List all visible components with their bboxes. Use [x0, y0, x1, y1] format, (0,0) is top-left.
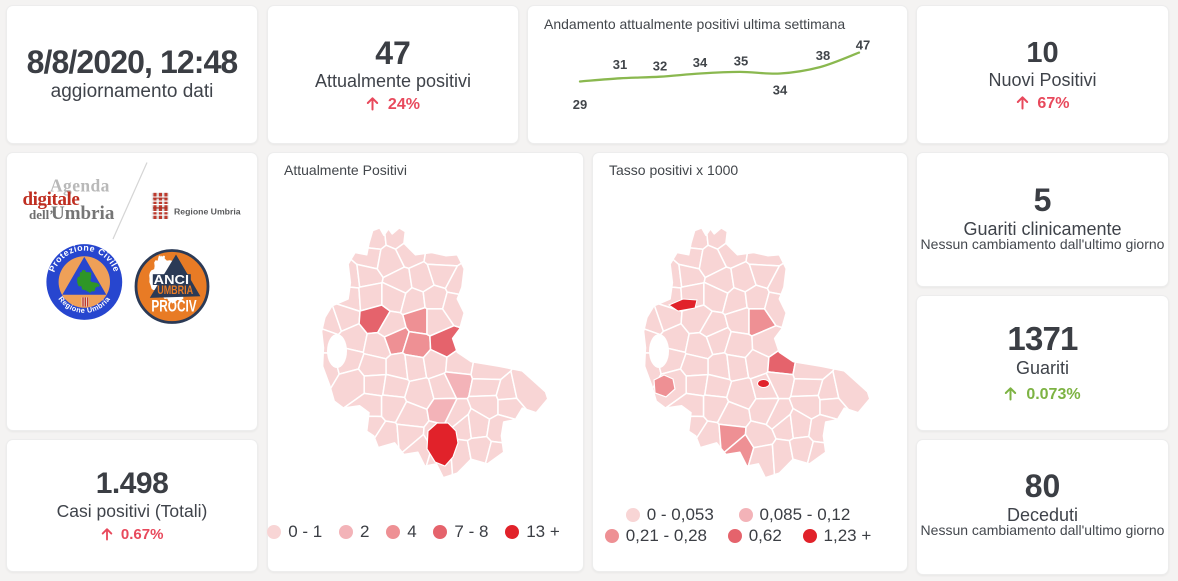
svg-text:38: 38: [816, 48, 830, 63]
svg-text:34: 34: [773, 82, 788, 97]
svg-text:ANCI: ANCI: [154, 272, 189, 287]
svg-text:34: 34: [693, 55, 708, 70]
svg-text:dell’: dell’: [29, 207, 54, 222]
svg-text:32: 32: [653, 59, 667, 74]
svg-text:35: 35: [734, 54, 748, 69]
svg-text:digitale: digitale: [23, 189, 80, 210]
svg-text:Agenda: Agenda: [50, 176, 110, 196]
svg-text:29: 29: [573, 97, 587, 112]
svg-text:UMBRIA: UMBRIA: [157, 283, 193, 297]
svg-text:47: 47: [856, 38, 870, 53]
svg-text:Umbria: Umbria: [51, 203, 115, 224]
svg-text:Regione Umbria: Regione Umbria: [174, 207, 241, 217]
svg-text:31: 31: [613, 57, 627, 72]
svg-text:PROCIV: PROCIV: [151, 298, 196, 316]
